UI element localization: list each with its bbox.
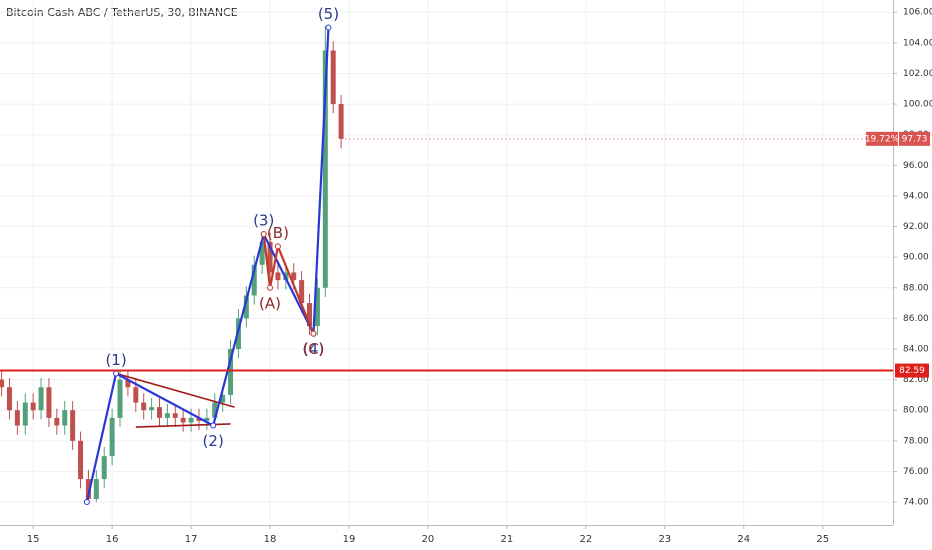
candle-body <box>196 417 202 421</box>
candle-body <box>259 241 265 265</box>
candle-body <box>314 287 320 327</box>
candle-body <box>14 410 20 426</box>
y-tick-label: 90.00 <box>903 253 929 263</box>
candle-body <box>330 50 336 105</box>
x-tick-label: 17 <box>185 534 198 545</box>
candle-body <box>243 295 249 319</box>
candle-body <box>307 303 313 327</box>
wave-point <box>274 243 281 250</box>
x-tick-label: 21 <box>501 534 514 545</box>
wave-point <box>83 499 90 506</box>
y-tick-label: 76.00 <box>903 467 929 477</box>
candle-body <box>62 410 68 426</box>
wave-point <box>210 422 217 429</box>
wave-point <box>260 231 267 238</box>
candle-body <box>54 417 60 426</box>
wave-label: (4) <box>303 340 324 358</box>
wave-label: (1) <box>105 351 126 369</box>
candle-body <box>22 402 28 426</box>
y-tick-label: 94.00 <box>903 191 929 201</box>
y-tick-label: 84.00 <box>903 344 929 354</box>
candle-body <box>70 410 76 441</box>
wave-point <box>325 24 332 31</box>
x-tick-label: 16 <box>106 534 119 545</box>
x-tick-label: 25 <box>816 534 829 545</box>
candle-body <box>299 280 305 304</box>
trendline <box>115 372 235 408</box>
candle-body <box>109 417 115 457</box>
y-tick-label: 74.00 <box>903 498 929 508</box>
candle-body <box>188 417 194 423</box>
x-tick-label: 20 <box>422 534 435 545</box>
candle-body <box>220 394 226 403</box>
candle-body <box>275 272 281 281</box>
y-tick-label: 100.00 <box>903 100 932 110</box>
candle-body <box>291 272 297 281</box>
candle-body <box>338 104 344 139</box>
y-tick-label: 86.00 <box>903 314 929 324</box>
candle-body <box>149 407 155 411</box>
candle-body <box>322 50 328 288</box>
wave-point <box>267 284 274 291</box>
candle-body <box>6 387 12 411</box>
candle-body <box>46 387 52 418</box>
wave-point <box>310 330 317 337</box>
x-tick-label: 15 <box>27 534 40 545</box>
change-badge-label: 19.72% <box>865 134 900 144</box>
wave-label: (3) <box>253 212 274 230</box>
candle-body <box>141 402 147 411</box>
y-tick-label: 102.00 <box>903 69 932 79</box>
wave-label: (2) <box>203 432 224 450</box>
last-price-badge <box>899 131 930 146</box>
y-tick-label: 78.00 <box>903 436 929 446</box>
candle-body <box>133 387 139 403</box>
x-tick-label: 18 <box>264 534 277 545</box>
candle-body <box>0 379 5 388</box>
candle-body <box>228 348 234 395</box>
last-price-label: 97.73 <box>902 134 928 144</box>
candle-body <box>180 417 186 423</box>
x-tick-label: 23 <box>658 534 671 545</box>
candle-body <box>30 402 36 411</box>
y-tick-label: 80.00 <box>903 406 929 416</box>
wave-point <box>113 370 120 377</box>
candle-body <box>93 479 99 499</box>
candle-body <box>267 241 273 273</box>
y-tick-label: 92.00 <box>903 222 929 232</box>
wave-label: (B) <box>267 224 289 242</box>
y-tick-label: 106.00 <box>903 8 932 18</box>
candle-body <box>101 456 107 480</box>
change-badge <box>866 131 898 146</box>
candle-body <box>78 440 84 480</box>
wave-label: (5) <box>318 5 339 23</box>
x-tick-label: 19 <box>343 534 356 545</box>
candle-body <box>251 264 257 296</box>
wave-label: (C) <box>302 340 324 358</box>
candle-body <box>164 413 170 418</box>
wave-line <box>85 27 330 503</box>
price-badge <box>895 363 929 378</box>
candle-body <box>117 379 123 418</box>
wave-line <box>262 234 315 335</box>
y-tick-label: 96.00 <box>903 161 929 171</box>
candle-body <box>172 413 178 418</box>
candle-body <box>156 407 162 418</box>
wave-label: (A) <box>259 294 281 312</box>
y-tick-label: 88.00 <box>903 283 929 293</box>
candle-body <box>204 417 210 421</box>
candle-body <box>38 387 44 411</box>
y-tick-label: 82.00 <box>903 375 929 385</box>
candle-body <box>212 402 218 418</box>
x-tick-label: 22 <box>579 534 592 545</box>
x-tick-label: 24 <box>737 534 750 545</box>
candle-body <box>85 479 91 499</box>
price-badge-label: 82.59 <box>899 366 925 376</box>
y-tick-label: 104.00 <box>903 38 932 48</box>
candle-body <box>125 379 131 388</box>
